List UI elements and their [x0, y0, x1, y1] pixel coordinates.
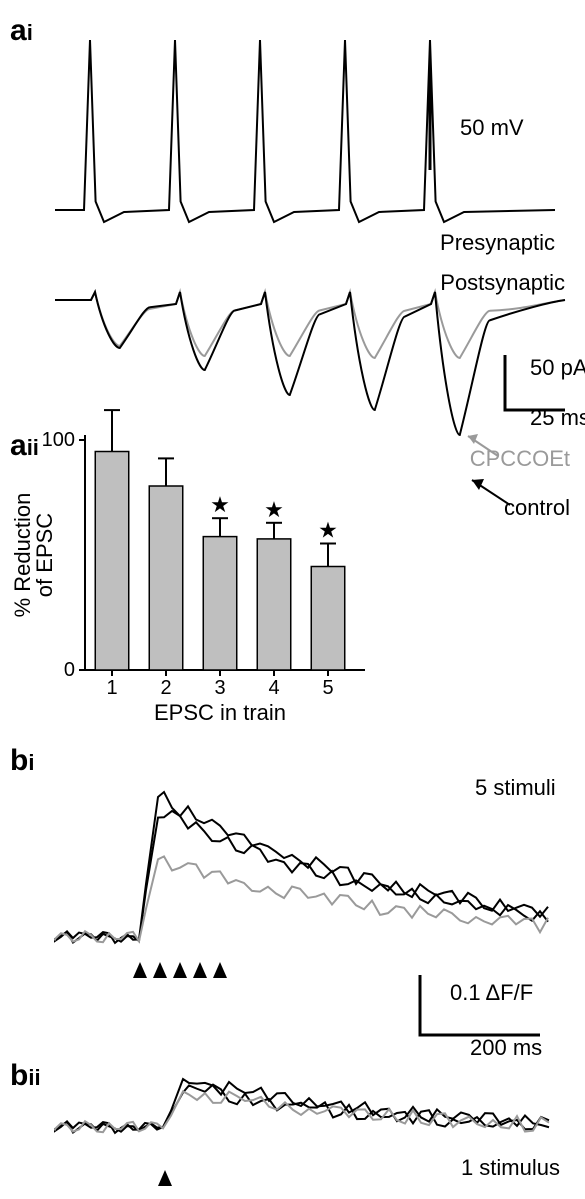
postsynaptic-label: Postsynaptic — [440, 270, 565, 295]
bi-condition: 5 stimuli — [475, 775, 556, 800]
panel-bi-label: bi — [10, 744, 34, 777]
panel-a-label: ai — [10, 14, 33, 47]
labels-layer: ai aii bi bii 50 mV Presynaptic Postsyna… — [0, 0, 585, 1199]
figure: 0100% Reductionof EPSC12★3★4★5EPSC in tr… — [0, 0, 585, 1199]
panel-bii-label: bii — [10, 1059, 41, 1092]
scale-ai-v: 50 mV — [460, 115, 524, 140]
drug-label: CPCCOEt — [470, 446, 570, 471]
bii-condition: 1 stimulus — [461, 1155, 560, 1180]
control-label: control — [504, 495, 570, 520]
scale-b-y: 0.1 ΔF/F — [450, 980, 533, 1005]
presynaptic-label: Presynaptic — [440, 230, 555, 255]
panel-aii-label: aii — [10, 429, 39, 462]
scale-post-t: 25 ms — [530, 405, 585, 430]
scale-post-i: 50 pA — [530, 355, 585, 380]
scale-b-t: 200 ms — [470, 1035, 542, 1060]
